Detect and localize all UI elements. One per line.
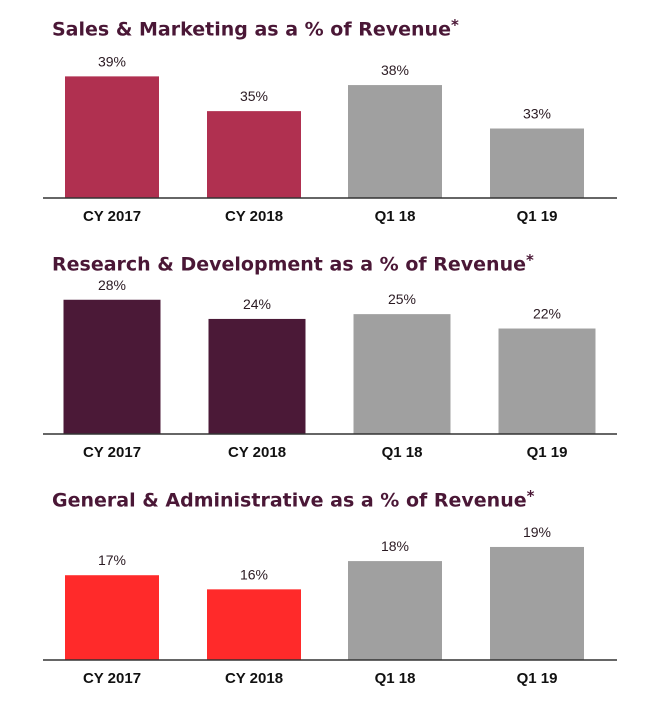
x-tick-label: CY 2018 [225,208,283,225]
bar-value-label: 17% [98,552,126,568]
chart-title: Sales & Marketing as a % of Revenue* [52,16,459,41]
bar-4 [490,128,584,198]
bar-1 [63,299,161,434]
bar-4 [498,328,596,434]
bar-3 [348,561,442,660]
bar-4 [490,546,584,660]
bar-2 [207,589,301,660]
x-tick-label: CY 2017 [83,444,141,461]
x-tick-label: CY 2017 [83,208,141,225]
chart-title: Research & Development as a % of Revenue… [52,251,534,276]
x-tick-label: Q1 19 [527,444,568,461]
bar-value-label: 33% [523,106,551,122]
bar-value-label: 28% [98,277,126,293]
x-tick-label: CY 2018 [225,670,283,687]
bar-3 [348,85,442,198]
bar-value-label: 18% [381,538,409,554]
bar-value-label: 22% [533,306,561,322]
bar-value-label: 16% [240,566,268,582]
bar-value-label: 19% [523,524,551,540]
x-tick-label: Q1 19 [517,208,558,225]
bar-value-label: 24% [243,296,271,312]
chart-title: General & Administrative as a % of Reven… [52,487,535,512]
bar-value-label: 25% [388,291,416,307]
bar-2 [208,318,306,434]
bar-2 [207,111,301,198]
chart-general-administrative: General & Administrative as a % of Reven… [0,485,661,705]
x-tick-label: Q1 18 [375,670,416,687]
x-tick-label: Q1 18 [382,444,423,461]
x-tick-label: Q1 19 [517,670,558,687]
chart-sales-marketing: Sales & Marketing as a % of Revenue* 39%… [0,14,661,234]
chart-svg: 17% CY 2017 16% CY 2018 18% Q1 18 19% Q1 19 [43,524,617,687]
bar-value-label: 39% [98,53,126,69]
chart-research-development: Research & Development as a % of Revenue… [0,249,661,469]
x-tick-label: Q1 18 [375,208,416,225]
x-tick-label: CY 2018 [228,444,286,461]
bar-1 [65,76,159,198]
bar-value-label: 38% [381,62,409,78]
chart-svg: 39% CY 2017 35% CY 2018 38% Q1 18 33% Q1 19 [43,53,617,225]
bar-3 [353,314,451,434]
x-tick-label: CY 2017 [83,670,141,687]
bar-1 [65,575,159,660]
chart-svg: 28% CY 2017 24% CY 2018 25% Q1 18 22% Q1 19 [43,277,617,461]
bar-value-label: 35% [240,88,268,104]
